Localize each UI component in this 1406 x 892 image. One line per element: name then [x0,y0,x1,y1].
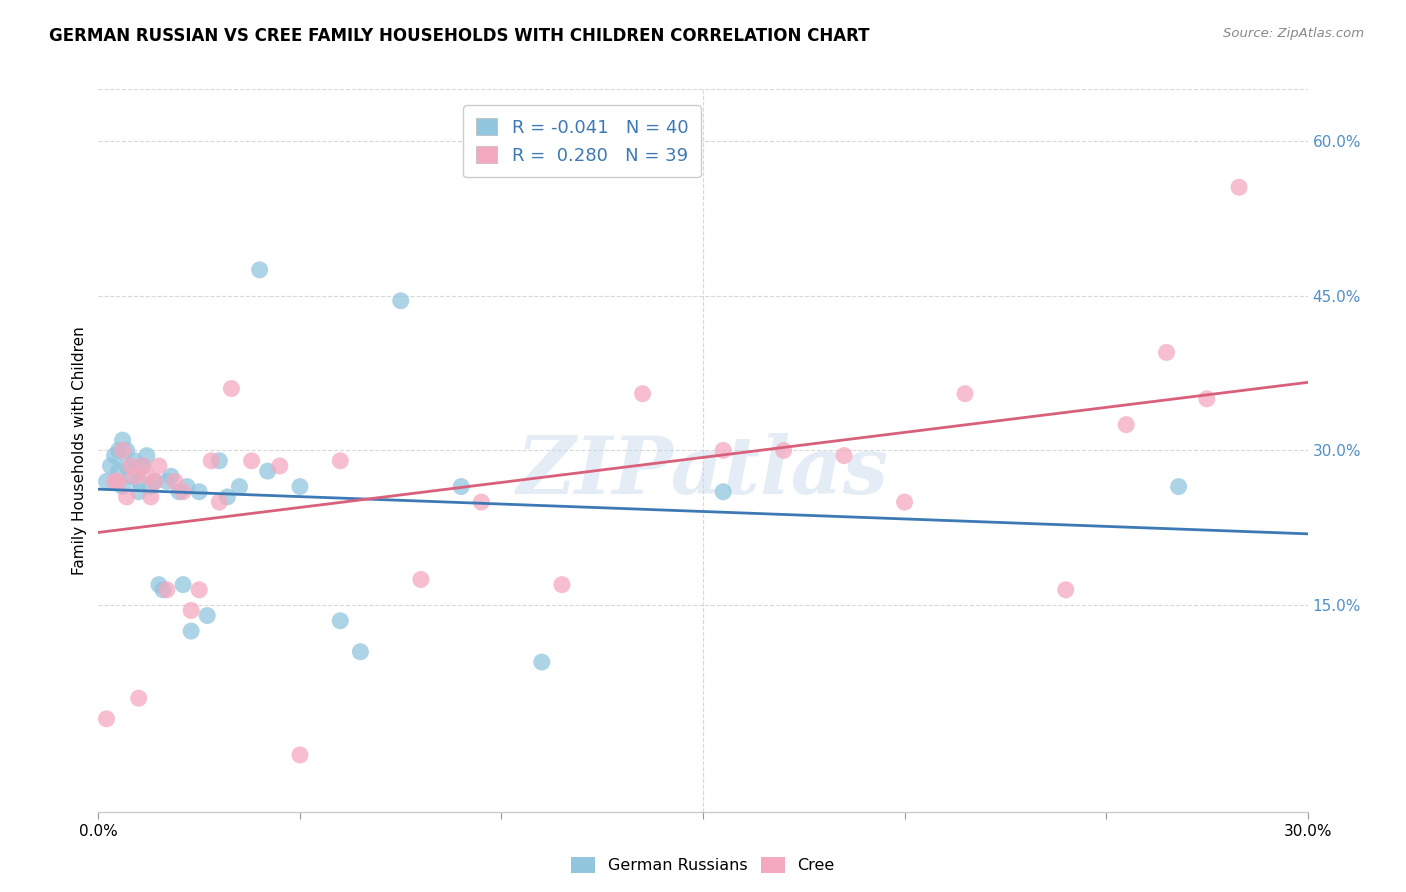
Point [200,454,222,468]
Point [208,495,231,509]
Point [167,484,190,499]
Point [132,458,155,473]
Point [163,475,186,489]
Point [128,484,150,499]
Text: Source: ZipAtlas.com: Source: ZipAtlas.com [1223,27,1364,40]
Point [152,582,174,597]
Point [1195,392,1218,406]
Point [135,469,157,483]
Point [111,433,134,447]
Point [156,475,179,489]
Point [180,603,202,617]
Point [124,469,146,483]
Point [115,458,138,473]
Point [128,475,150,489]
Point [120,458,142,473]
Point [217,490,239,504]
Point [1156,345,1178,359]
Point [329,614,352,628]
Point [711,484,734,499]
Point [120,469,142,483]
Point [139,480,162,494]
Point [176,480,198,494]
Point [470,495,492,509]
Point [1167,480,1189,494]
Point [195,608,218,623]
Y-axis label: Family Households with Children: Family Households with Children [72,326,87,574]
Point [143,475,166,489]
Point [156,582,179,597]
Point [143,475,166,489]
Point [96,712,118,726]
Point [389,293,412,308]
Point [530,655,553,669]
Point [111,480,134,494]
Point [103,449,125,463]
Point [124,454,146,468]
Point [135,449,157,463]
Point [329,454,352,468]
Point [107,475,129,489]
Point [269,458,291,473]
Point [953,386,976,401]
Point [1054,582,1077,597]
Point [288,747,311,762]
Point [100,458,122,473]
Point [107,464,129,478]
Point [221,382,243,396]
Point [409,573,432,587]
Point [132,458,155,473]
Point [893,495,915,509]
Point [1115,417,1137,432]
Point [160,469,183,483]
Point [96,475,118,489]
Point [208,454,231,468]
Point [240,454,263,468]
Point [172,484,194,499]
Point [188,484,211,499]
Point [115,490,138,504]
Point [249,263,271,277]
Point [115,443,138,458]
Point [349,645,371,659]
Point [256,464,278,478]
Legend: R = -0.041   N = 40, R =  0.280   N = 39: R = -0.041 N = 40, R = 0.280 N = 39 [463,105,702,178]
Point [188,582,211,597]
Text: GERMAN RUSSIAN VS CREE FAMILY HOUSEHOLDS WITH CHILDREN CORRELATION CHART: GERMAN RUSSIAN VS CREE FAMILY HOUSEHOLDS… [49,27,870,45]
Point [1227,180,1250,194]
Point [128,691,150,706]
Legend: German Russians, Cree: German Russians, Cree [565,850,841,880]
Point [832,449,855,463]
Point [711,443,734,458]
Point [631,386,654,401]
Point [111,443,134,458]
Point [288,480,311,494]
Point [148,577,170,591]
Point [772,443,794,458]
Point [450,480,472,494]
Point [139,490,162,504]
Point [148,458,170,473]
Point [551,577,574,591]
Point [180,624,202,639]
Point [107,443,129,458]
Text: ZIPatlas: ZIPatlas [517,434,889,511]
Point [172,577,194,591]
Point [228,480,250,494]
Point [103,475,125,489]
